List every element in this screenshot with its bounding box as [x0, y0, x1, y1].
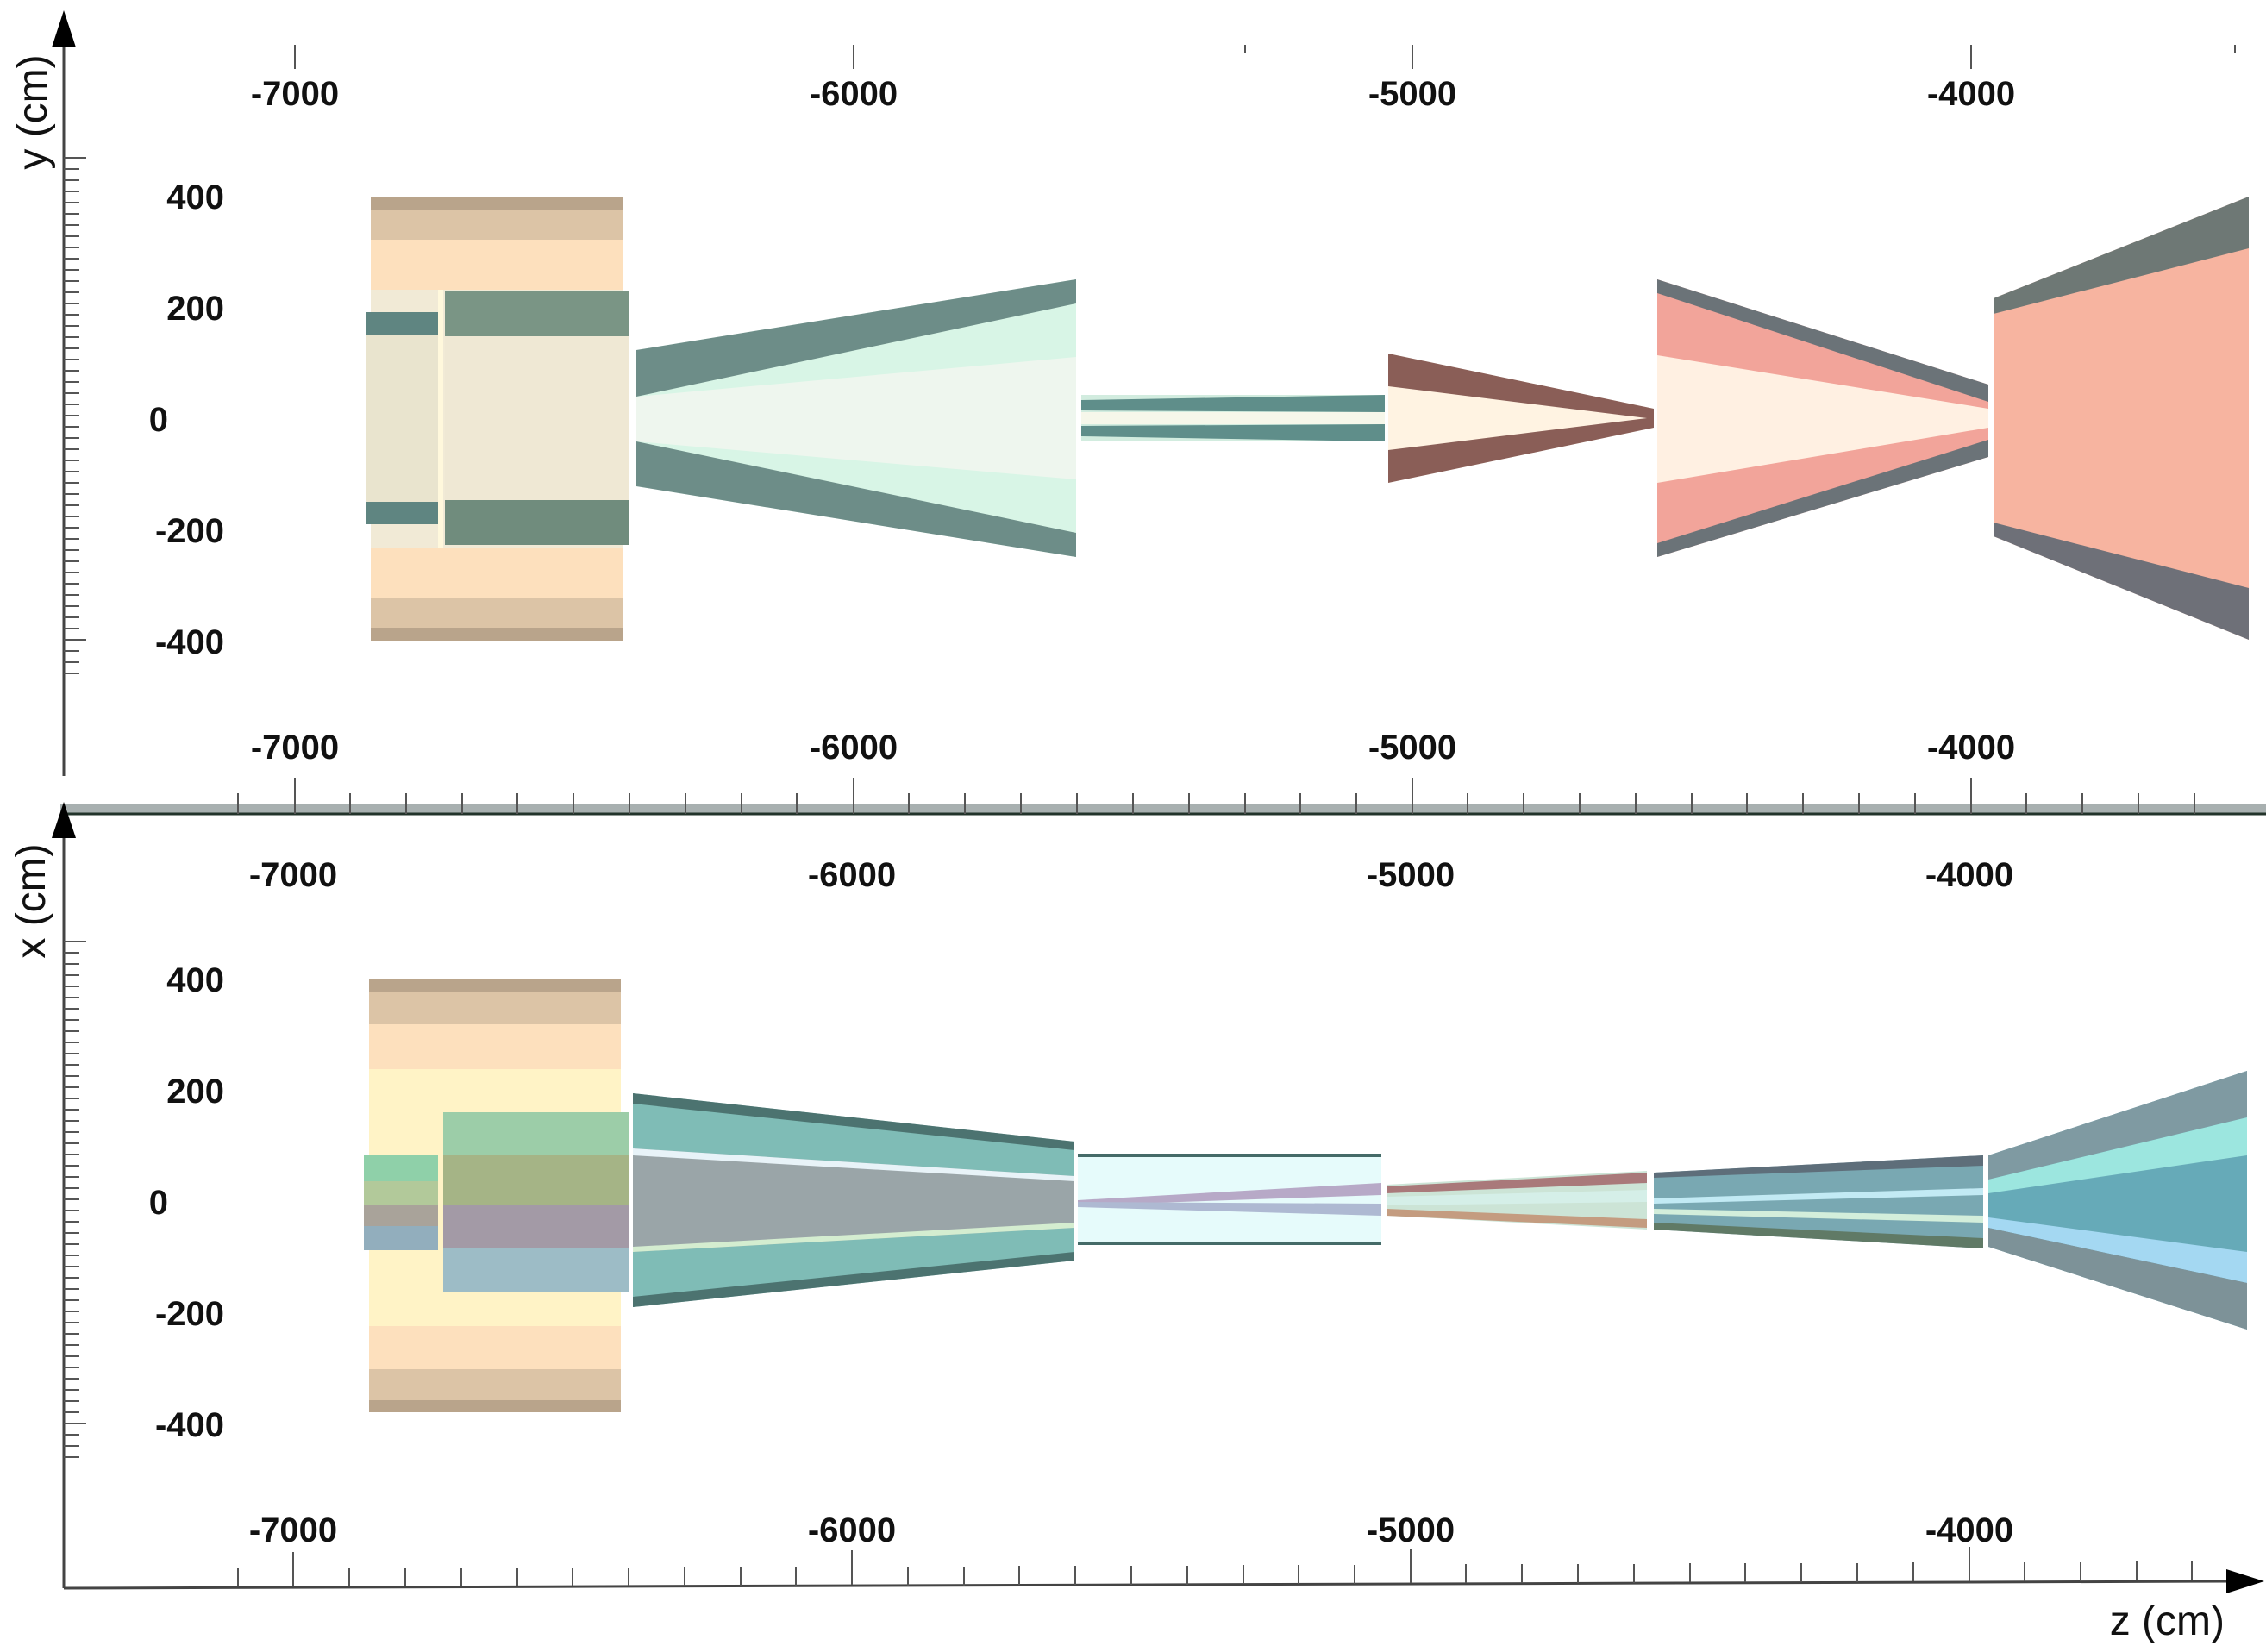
horizontal-axis-line	[63, 1580, 2234, 1590]
top-cone-2	[1388, 354, 1654, 483]
top-cone-3	[1657, 279, 1988, 557]
top-cone-1	[636, 279, 1076, 557]
bottom-x-tick-400: 400	[166, 961, 224, 999]
top-vertical-axis-title: y (cm)	[10, 54, 56, 169]
top-vertical-axis-arrow	[52, 10, 76, 47]
bottom-upper-z-tick-7000: -7000	[249, 856, 337, 894]
top-y-tick-neg200: -200	[155, 512, 224, 550]
bottom-vertical-axis-minor-ticks	[64, 941, 86, 1458]
bottom-vertical-axis-title: x (cm)	[9, 843, 54, 958]
bottom-narrow-pipe	[1078, 1154, 1381, 1245]
horizontal-axis-arrow	[2226, 1569, 2264, 1593]
bottom-lower-z-tick-5000: -5000	[1367, 1511, 1455, 1549]
top-upper-z-tick-marks	[294, 45, 2236, 69]
top-panel: y (cm) 400 200 0 -200 -400 -7000 -6000 -…	[10, 10, 2266, 816]
bottom-lower-z-tick-7000: -7000	[249, 1511, 337, 1549]
top-upper-z-tick-6000: -6000	[810, 75, 898, 113]
top-y-tick-400: 400	[166, 178, 224, 216]
bottom-x-tick-200: 200	[166, 1073, 224, 1111]
bottom-lower-z-tick-6000: -6000	[808, 1511, 896, 1549]
bottom-magnet-block	[364, 979, 629, 1412]
top-lower-z-tick-5000: -5000	[1368, 729, 1456, 767]
top-lower-z-tick-6000: -6000	[810, 729, 898, 767]
top-vertical-axis-minor-ticks	[64, 157, 86, 674]
top-y-tick-200: 200	[166, 290, 224, 328]
top-lower-z-tick-marks	[237, 778, 2195, 814]
bottom-cone-1	[633, 1093, 1074, 1307]
top-lower-z-tick-7000: -7000	[251, 729, 339, 767]
panel-separator	[60, 804, 2266, 814]
bottom-x-tick-0: 0	[149, 1184, 168, 1222]
bottom-cone-2	[1387, 1171, 1647, 1230]
bottom-x-tick-neg200: -200	[155, 1295, 224, 1333]
bottom-cone-3	[1654, 1155, 1983, 1248]
bottom-vertical-axis-arrow	[52, 802, 76, 838]
bottom-z-tick-marks	[237, 1547, 2193, 1586]
bottom-upper-z-tick-4000: -4000	[1925, 856, 2013, 894]
bottom-cone-4	[1988, 1071, 2247, 1330]
top-upper-z-tick-5000: -5000	[1368, 75, 1456, 113]
top-upper-z-tick-4000: -4000	[1927, 75, 2015, 113]
top-y-tick-0: 0	[149, 401, 168, 439]
horizontal-axis-title: z (cm)	[2110, 1599, 2225, 1644]
bottom-x-tick-neg400: -400	[155, 1406, 224, 1444]
top-magnet-block	[366, 197, 629, 641]
bottom-lower-z-tick-4000: -4000	[1925, 1511, 2013, 1549]
top-narrow-pipe	[1081, 395, 1385, 441]
bottom-panel: x (cm) 400 200 0 -200 -400 -7000 -6000 -…	[9, 802, 2264, 1644]
top-upper-z-tick-7000: -7000	[251, 75, 339, 113]
bottom-upper-z-tick-5000: -5000	[1367, 856, 1455, 894]
top-lower-z-tick-4000: -4000	[1927, 729, 2015, 767]
bottom-upper-z-tick-6000: -6000	[808, 856, 896, 894]
top-cone-4	[1994, 197, 2249, 640]
top-y-tick-neg400: -400	[155, 623, 224, 661]
